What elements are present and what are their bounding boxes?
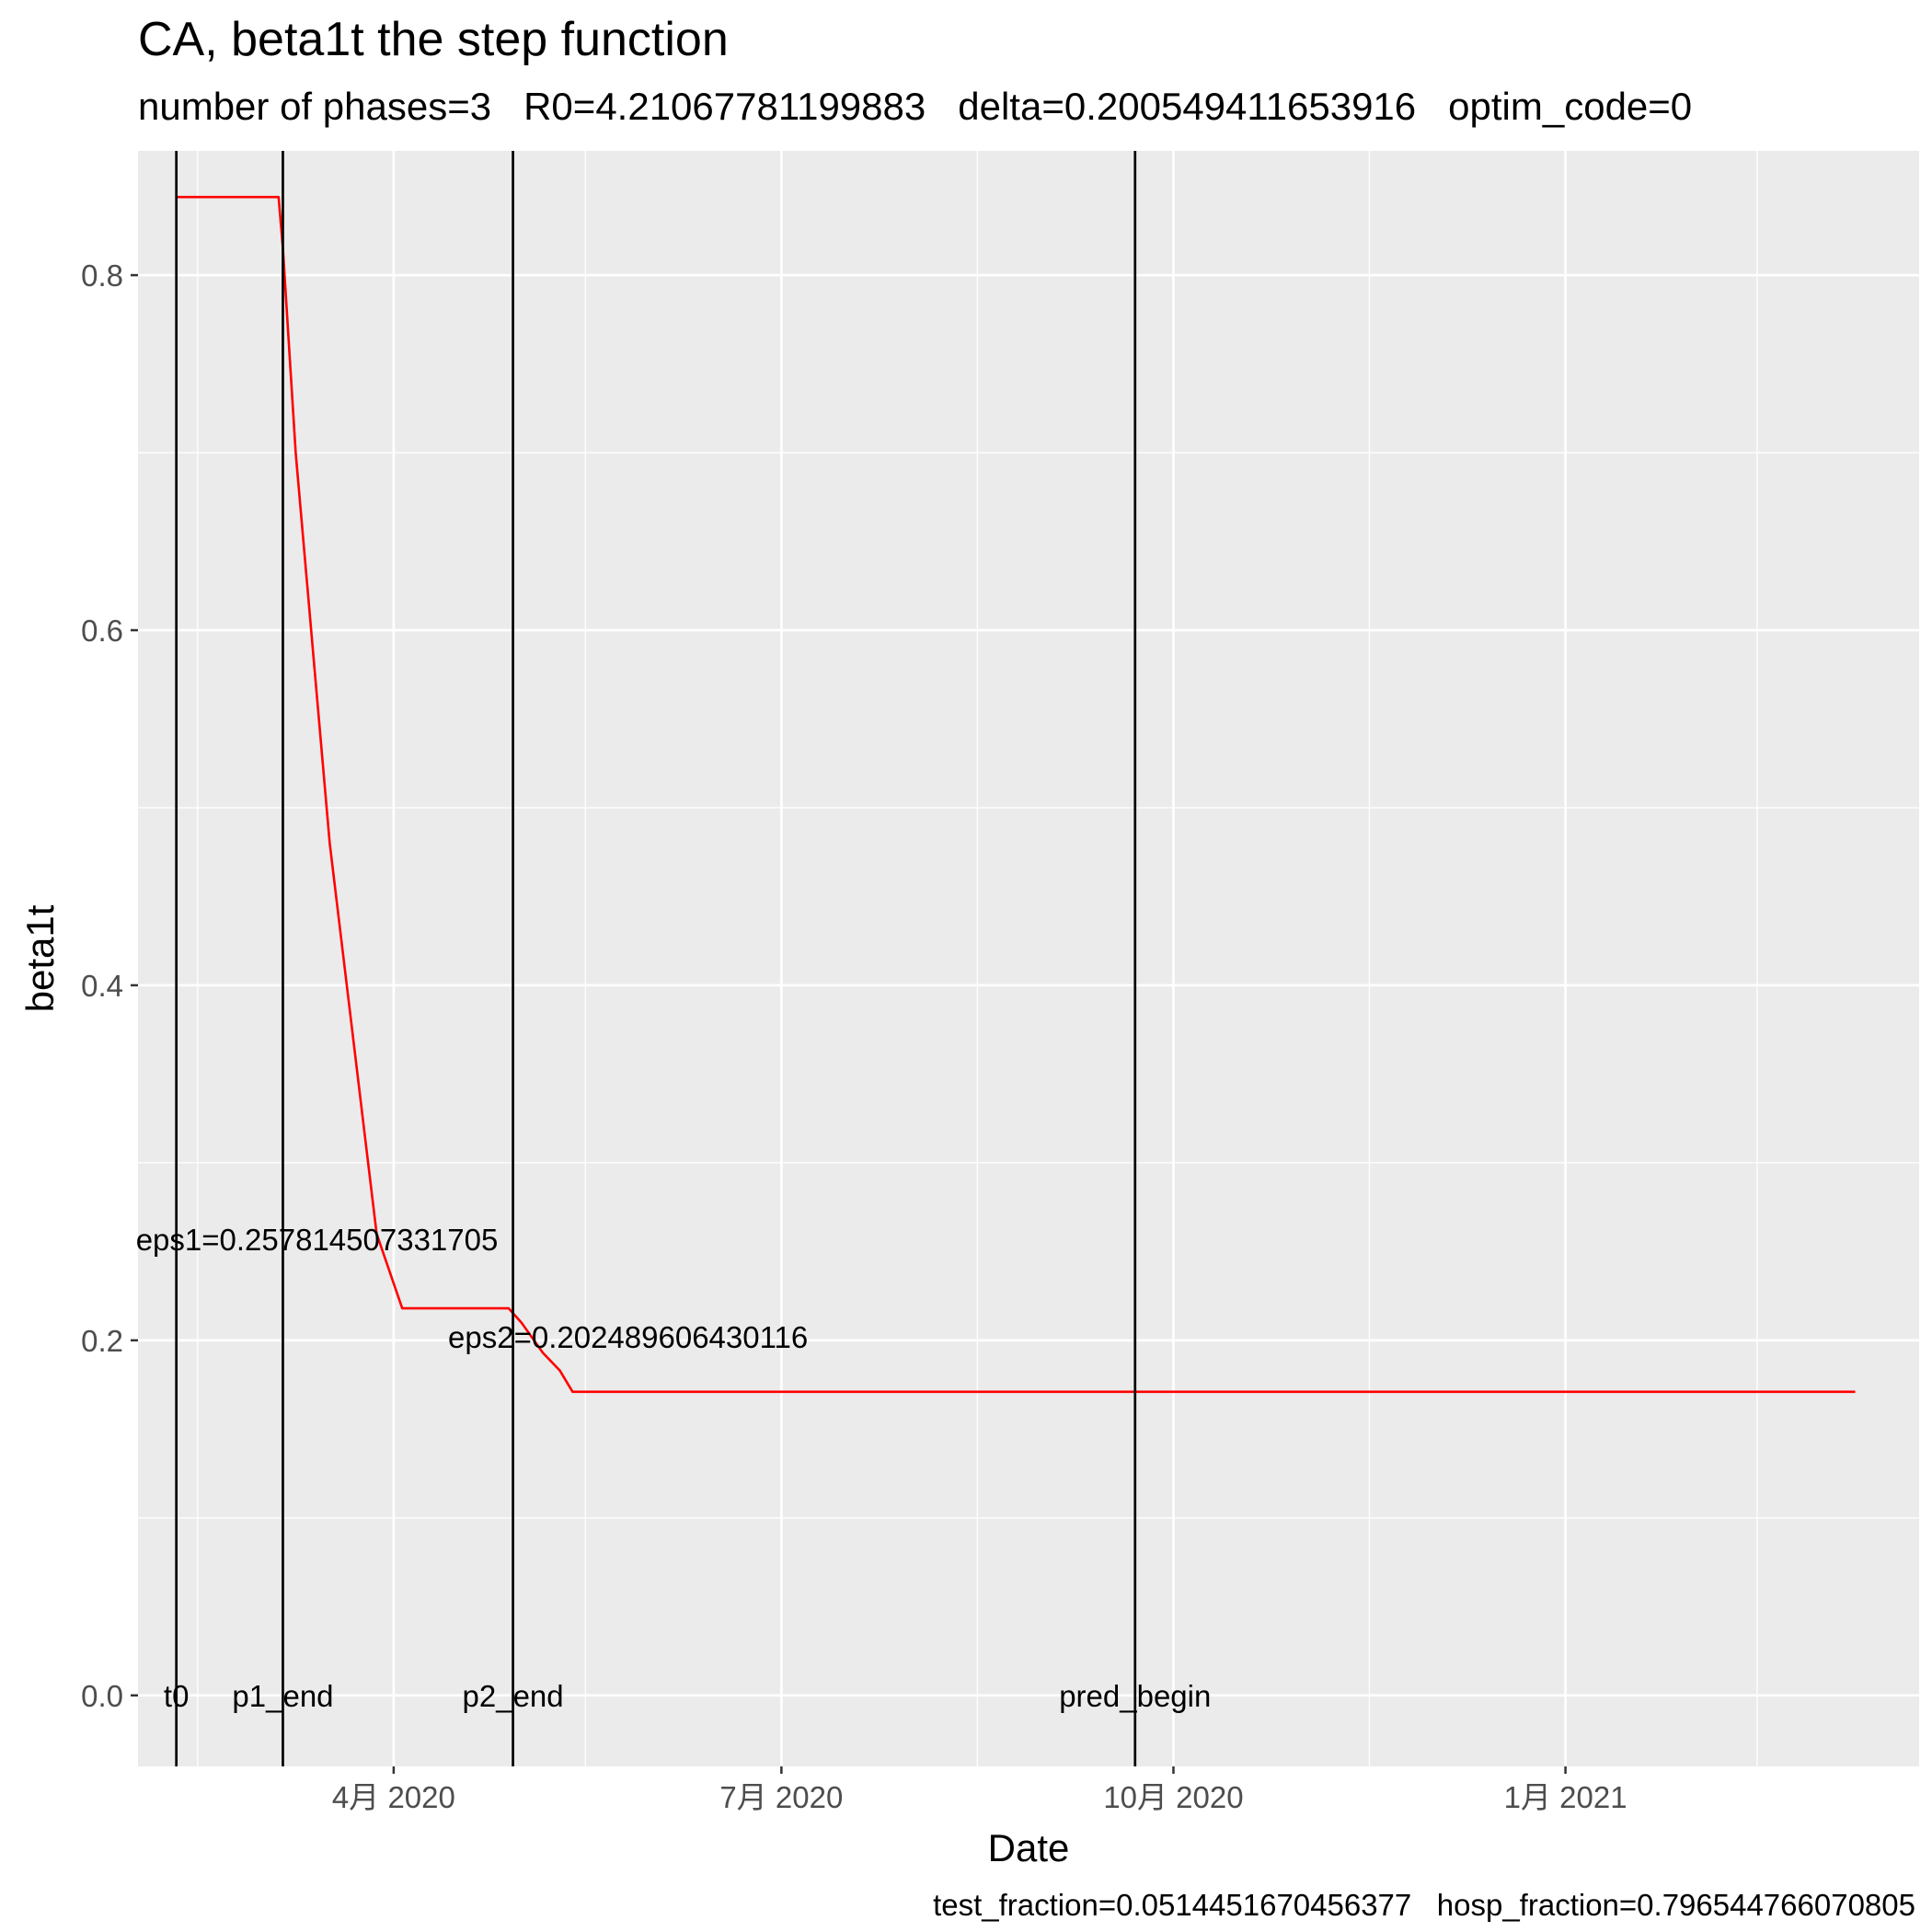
y-axis-title: beta1t bbox=[18, 904, 62, 1012]
major-gridlines bbox=[138, 151, 1919, 1766]
annotations: t0 p1_end p2_end pred_begin eps1=0.257814507… bbox=[136, 1223, 1212, 1713]
x-tick-label: 7月 2020 bbox=[719, 1780, 843, 1814]
y-tick-label: 0.8 bbox=[81, 259, 123, 293]
axis-ticks bbox=[131, 273, 1567, 1774]
vline-label-t0: t0 bbox=[164, 1679, 190, 1713]
chart-title: CA, beta1t the step function bbox=[138, 13, 729, 66]
x-tick-label: 1月 2021 bbox=[1504, 1780, 1627, 1814]
y-tick-label: 0.4 bbox=[81, 969, 123, 1003]
x-tick-label: 4月 2020 bbox=[332, 1780, 455, 1814]
x-axis-tick-labels: 4月 2020 7月 2020 10月 2020 1月 2021 bbox=[332, 1780, 1627, 1814]
minor-gridlines bbox=[138, 151, 1919, 1766]
y-tick-label: 0.0 bbox=[81, 1679, 123, 1713]
eps-annotation: eps1=0.257814507331705 bbox=[136, 1223, 499, 1257]
vertical-lines bbox=[175, 151, 1137, 1766]
y-tick-label: 0.2 bbox=[81, 1324, 123, 1358]
vline-label-pred-begin: pred_begin bbox=[1059, 1679, 1211, 1713]
vline-label-p2-end: p2_end bbox=[463, 1679, 564, 1713]
y-axis-tick-labels: 0.0 0.2 0.4 0.6 0.8 bbox=[81, 259, 123, 1713]
chart-subtitle: number of phases=3 R0=4.21067781199883 d… bbox=[138, 85, 1692, 128]
chart-caption: test_fraction=0.0514451670456377 hosp_fr… bbox=[933, 1888, 1915, 1922]
eps-annotation: eps2=0.202489606430116 bbox=[448, 1320, 808, 1354]
vline-label-p1-end: p1_end bbox=[232, 1679, 333, 1713]
x-tick-label: 10月 2020 bbox=[1103, 1780, 1243, 1814]
x-axis-title: Date bbox=[988, 1826, 1070, 1869]
y-tick-label: 0.6 bbox=[81, 614, 123, 648]
plot-panel bbox=[138, 151, 1919, 1766]
